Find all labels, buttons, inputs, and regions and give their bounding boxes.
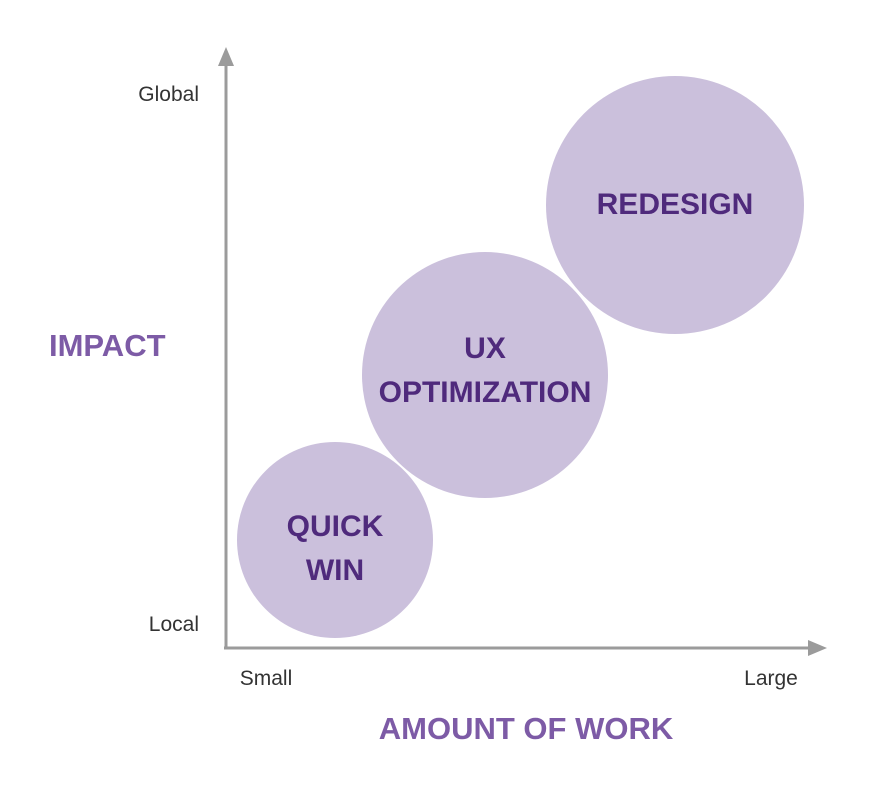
- y-axis-bottom-label: Local: [149, 613, 199, 636]
- bubble-quick-win-line1: QUICK: [287, 510, 384, 543]
- bubble-quick-win-line2: WIN: [306, 554, 364, 587]
- bubble-redesign: REDESIGN: [546, 76, 804, 334]
- bubble-ux-optimization-line2: OPTIMIZATION: [379, 376, 592, 409]
- x-axis: [224, 640, 827, 656]
- x-axis-left-label: Small: [240, 667, 293, 690]
- x-axis-title: AMOUNT OF WORK: [379, 711, 674, 746]
- bubble-quick-win-circle: [237, 442, 433, 638]
- bubble-ux-optimization-circle: [362, 252, 608, 498]
- bubble-redesign-label: REDESIGN: [597, 188, 754, 221]
- y-axis: [218, 47, 234, 648]
- x-axis-right-label: Large: [744, 667, 798, 690]
- bubble-redesign-circle: [546, 76, 804, 334]
- y-axis-title: IMPACT: [49, 328, 166, 363]
- y-axis-top-label: Global: [138, 83, 199, 106]
- bubble-ux-optimization-line1: UX: [464, 332, 506, 365]
- y-axis-arrow-icon: [218, 47, 234, 66]
- x-axis-arrow-icon: [808, 640, 827, 656]
- bubble-ux-optimization: UX OPTIMIZATION: [362, 252, 608, 498]
- bubble-quick-win: QUICK WIN: [237, 442, 433, 638]
